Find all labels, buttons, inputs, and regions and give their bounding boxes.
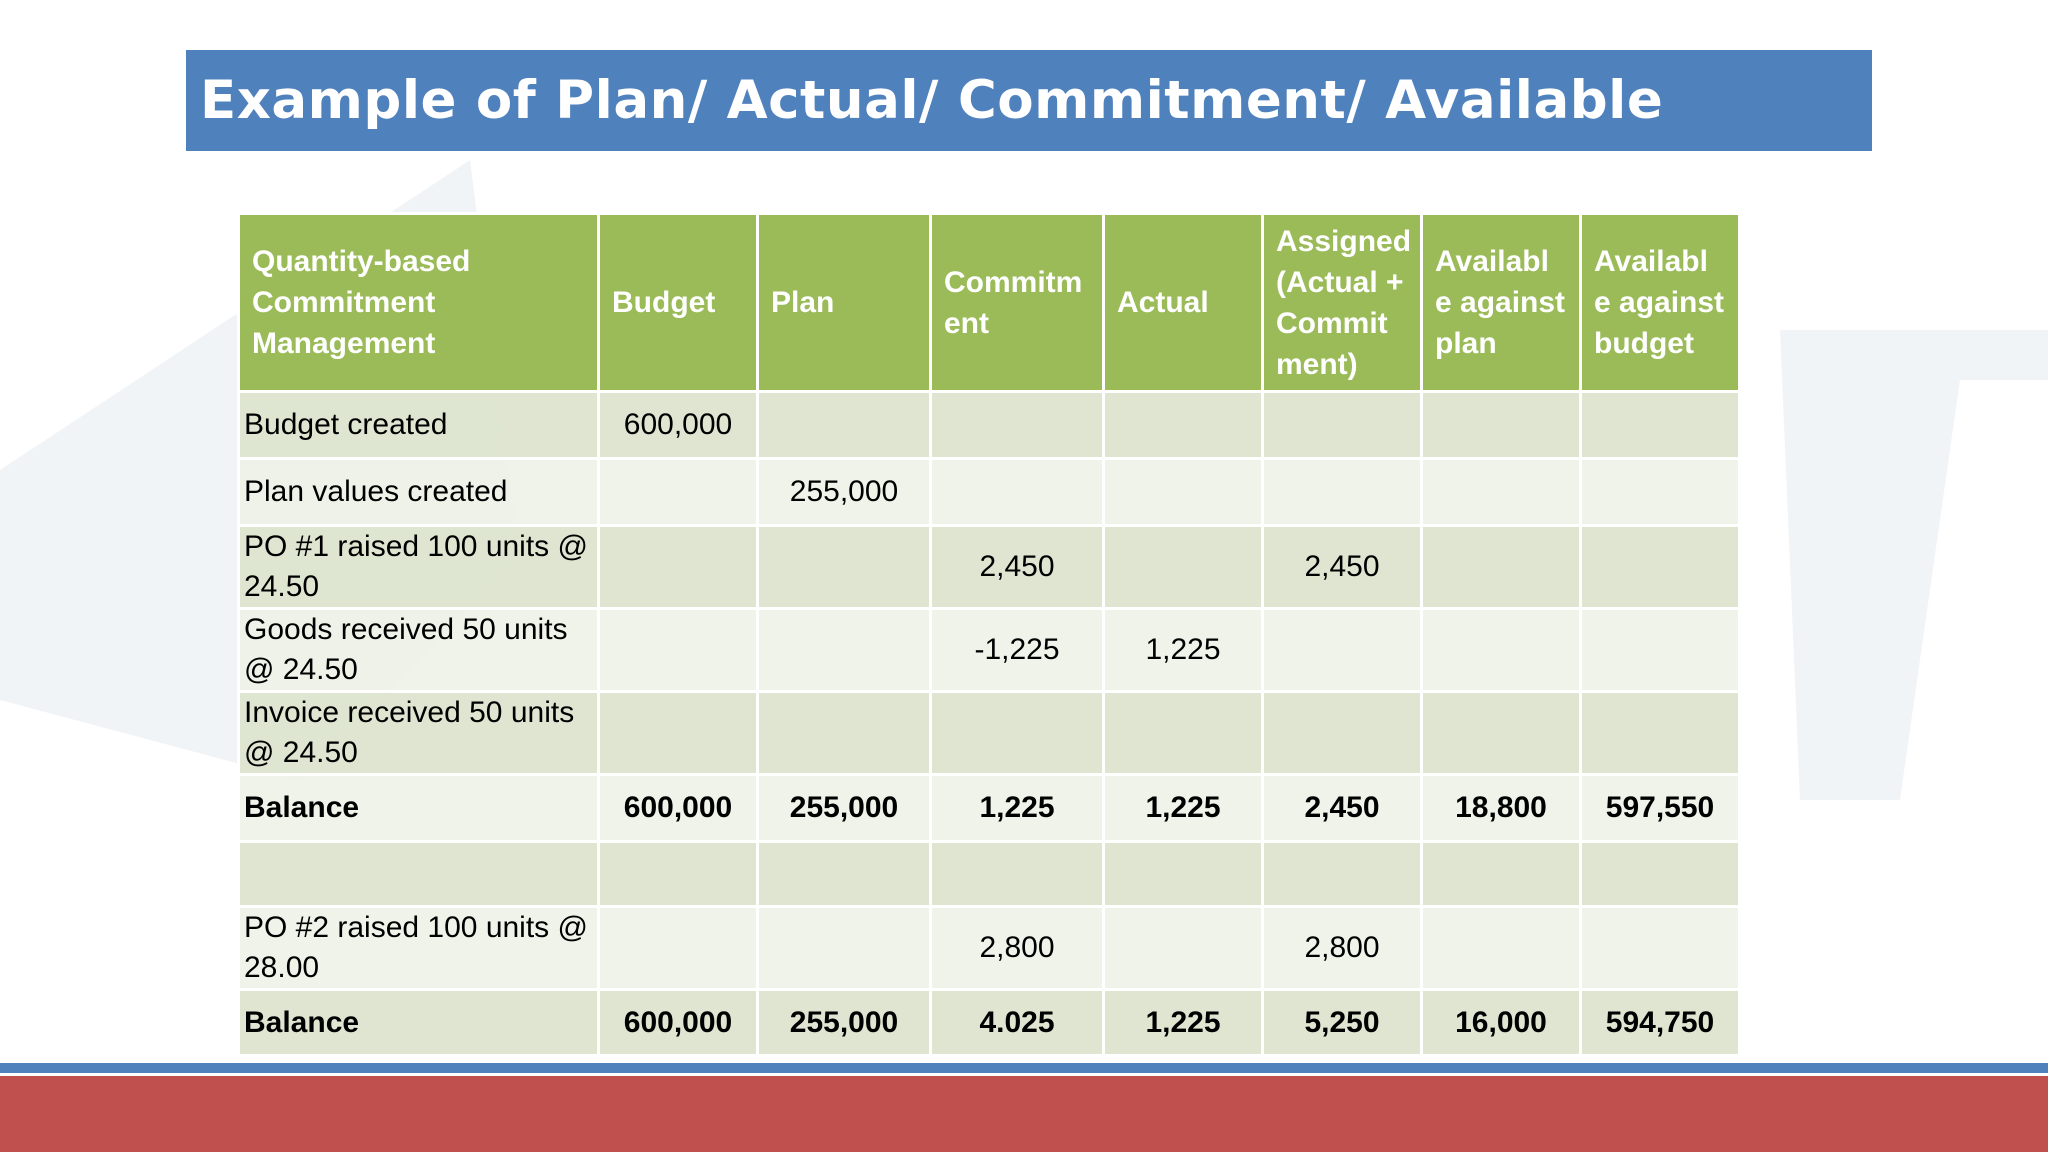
available-budget-cell <box>1579 690 1741 776</box>
available-plan-cell: 18,800 <box>1420 773 1582 843</box>
budget-cell <box>597 457 759 527</box>
available-budget-cell <box>1579 840 1741 908</box>
table-row: Balance 600,000 255,000 4.025 1,225 5,25… <box>237 988 1741 1057</box>
table-row <box>237 840 1741 908</box>
row-label: Balance <box>237 773 600 843</box>
budget-cell: 600,000 <box>597 773 759 843</box>
actual-cell <box>1102 390 1264 460</box>
header-available-plan: Availabl e against plan <box>1420 212 1582 393</box>
budget-cell: 600,000 <box>597 988 759 1057</box>
actual-cell <box>1102 905 1264 991</box>
budget-cell <box>597 524 759 610</box>
commitment-cell: 4.025 <box>929 988 1105 1057</box>
actual-cell <box>1102 690 1264 776</box>
budget-cell <box>597 905 759 991</box>
actual-cell <box>1102 457 1264 527</box>
commitment-cell: -1,225 <box>929 607 1105 693</box>
plan-cell <box>756 905 932 991</box>
assigned-cell: 2,450 <box>1261 773 1423 843</box>
commitment-cell <box>929 690 1105 776</box>
available-budget-cell: 594,750 <box>1579 988 1741 1057</box>
assigned-cell: 5,250 <box>1261 988 1423 1057</box>
budget-cell <box>597 607 759 693</box>
available-budget-cell <box>1579 524 1741 610</box>
budget-cell <box>597 690 759 776</box>
row-label: Goods received 50 units @ 24.50 <box>237 607 600 693</box>
header-plan: Plan <box>756 212 932 393</box>
budget-cell <box>597 840 759 908</box>
header-budget: Budget <box>597 212 759 393</box>
assigned-cell <box>1261 390 1423 460</box>
actual-cell: 1,225 <box>1102 607 1264 693</box>
header-actual: Actual <box>1102 212 1264 393</box>
actual-cell: 1,225 <box>1102 988 1264 1057</box>
plan-cell: 255,000 <box>756 773 932 843</box>
table-row: Invoice received 50 units @ 24.50 <box>237 690 1741 776</box>
plan-cell <box>756 690 932 776</box>
footer-band <box>0 1076 2048 1152</box>
row-label: Invoice received 50 units @ 24.50 <box>237 690 600 776</box>
available-plan-cell <box>1420 524 1582 610</box>
available-budget-cell: 597,550 <box>1579 773 1741 843</box>
plan-cell <box>756 840 932 908</box>
available-plan-cell: 16,000 <box>1420 988 1582 1057</box>
header-description: Quantity-based Commitment Management <box>237 212 600 393</box>
table-row: PO #2 raised 100 units @ 28.00 2,800 2,8… <box>237 905 1741 991</box>
table-row: Goods received 50 units @ 24.50 -1,225 1… <box>237 607 1741 693</box>
available-plan-cell <box>1420 905 1582 991</box>
plan-cell <box>756 390 932 460</box>
available-plan-cell <box>1420 457 1582 527</box>
table-row: Budget created 600,000 <box>237 390 1741 460</box>
available-budget-cell <box>1579 457 1741 527</box>
table-row: Plan values created 255,000 <box>237 457 1741 527</box>
table-header-row: Quantity-based Commitment Management Bud… <box>237 212 1741 393</box>
table-row: PO #1 raised 100 units @ 24.50 2,450 2,4… <box>237 524 1741 610</box>
actual-cell: 1,225 <box>1102 773 1264 843</box>
plan-actual-table: Quantity-based Commitment Management Bud… <box>237 212 1741 1057</box>
commitment-cell <box>929 457 1105 527</box>
available-plan-cell <box>1420 840 1582 908</box>
budget-cell: 600,000 <box>597 390 759 460</box>
actual-cell <box>1102 524 1264 610</box>
assigned-cell: 2,450 <box>1261 524 1423 610</box>
available-plan-cell <box>1420 390 1582 460</box>
commitment-cell <box>929 390 1105 460</box>
commitment-cell: 1,225 <box>929 773 1105 843</box>
table-row: Balance 600,000 255,000 1,225 1,225 2,45… <box>237 773 1741 843</box>
assigned-cell <box>1261 457 1423 527</box>
available-plan-cell <box>1420 690 1582 776</box>
available-budget-cell <box>1579 607 1741 693</box>
title-bar: Example of Plan/ Actual/ Commitment/ Ava… <box>186 50 1872 151</box>
assigned-cell <box>1261 690 1423 776</box>
available-budget-cell <box>1579 390 1741 460</box>
row-label: Budget created <box>237 390 600 460</box>
plan-cell <box>756 524 932 610</box>
footer-accent-line <box>0 1063 2048 1073</box>
header-commitment: Commitm ent <box>929 212 1105 393</box>
row-label: Plan values created <box>237 457 600 527</box>
actual-cell <box>1102 840 1264 908</box>
plan-cell: 255,000 <box>756 988 932 1057</box>
commitment-cell: 2,450 <box>929 524 1105 610</box>
plan-cell <box>756 607 932 693</box>
row-label: Balance <box>237 988 600 1057</box>
row-label: PO #2 raised 100 units @ 28.00 <box>237 905 600 991</box>
assigned-cell <box>1261 840 1423 908</box>
available-budget-cell <box>1579 905 1741 991</box>
commitment-cell: 2,800 <box>929 905 1105 991</box>
available-plan-cell <box>1420 607 1582 693</box>
commitment-cell <box>929 840 1105 908</box>
header-available-budget: Availabl e against budget <box>1579 212 1741 393</box>
header-assigned: Assigned (Actual + Commit ment) <box>1261 212 1423 393</box>
slide-title: Example of Plan/ Actual/ Commitment/ Ava… <box>200 70 1664 131</box>
plan-cell: 255,000 <box>756 457 932 527</box>
assigned-cell: 2,800 <box>1261 905 1423 991</box>
assigned-cell <box>1261 607 1423 693</box>
row-label: PO #1 raised 100 units @ 24.50 <box>237 524 600 610</box>
row-label <box>237 840 600 908</box>
